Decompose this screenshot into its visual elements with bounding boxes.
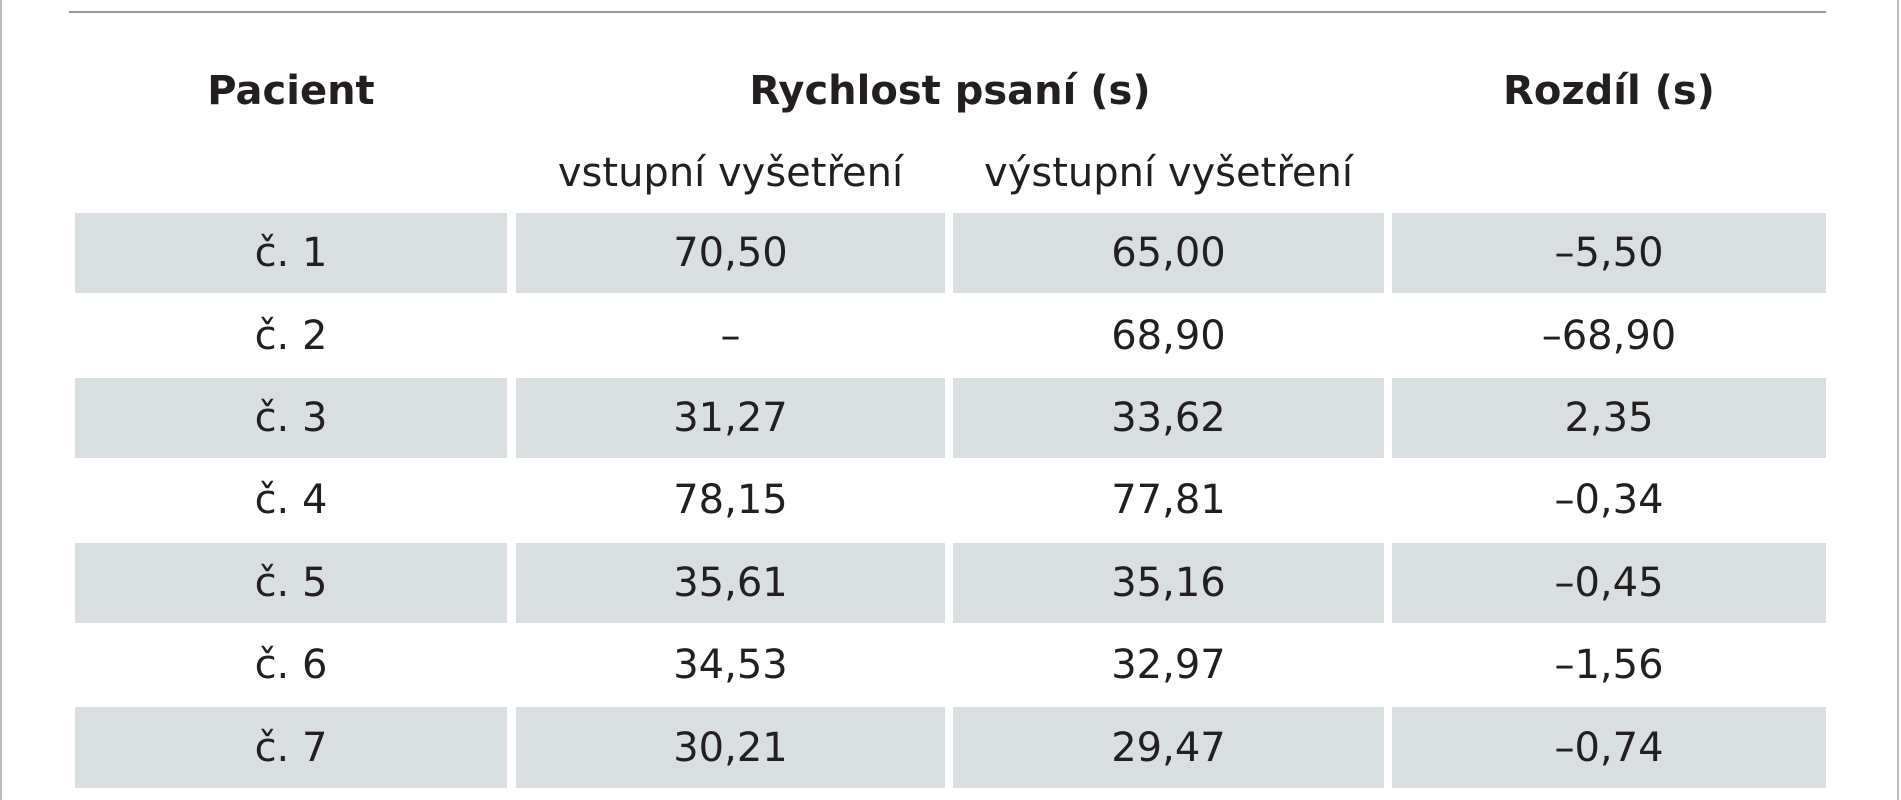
header-cell: Pacient (207, 68, 375, 114)
header-cell: Rozdíl (s) (1503, 68, 1715, 114)
table-cell: 35,61 (516, 542, 945, 623)
top-rule (69, 11, 1826, 13)
table-cell: 30,21 (516, 707, 945, 788)
table-cell: – (720, 312, 741, 359)
table-cell: 35,16 (953, 542, 1384, 623)
table-cell: 31,27 (516, 377, 945, 459)
table-cell: 68,90 (1111, 312, 1226, 359)
table-cell: 29,47 (953, 707, 1384, 788)
table-cell: 33,62 (953, 377, 1384, 459)
table-cell: č. 4 (254, 477, 328, 524)
table-cell: č. 7 (75, 707, 507, 788)
table-cell: 70,50 (516, 213, 945, 294)
table-cell: –0,45 (1392, 542, 1826, 623)
header-cell: Rychlost psaní (s) (749, 68, 1151, 114)
table-cell: –5,50 (1392, 213, 1826, 294)
table-cell: 78,15 (673, 477, 788, 524)
subheader-cell: vstupní vyšetření (557, 150, 904, 196)
table-cell: –1,56 (1554, 642, 1664, 689)
subheader-cell: výstupní vyšetření (984, 150, 1353, 196)
table-cell: 2,35 (1392, 377, 1826, 459)
table-cell: –0,74 (1392, 707, 1826, 788)
table-cell: č. 6 (254, 642, 328, 689)
table-cell: 34,53 (673, 642, 788, 689)
table-cell: 77,81 (1111, 477, 1226, 524)
table-cell: č. 1 (75, 213, 507, 294)
table-cell: 32,97 (1111, 642, 1226, 689)
table-cell: č. 3 (75, 377, 507, 459)
table-cell: č. 2 (254, 312, 328, 359)
table-cell: č. 5 (75, 542, 507, 623)
table-cell: –0,34 (1554, 477, 1664, 524)
table-cell: 65,00 (953, 213, 1384, 294)
table-cell: –68,90 (1541, 312, 1677, 359)
